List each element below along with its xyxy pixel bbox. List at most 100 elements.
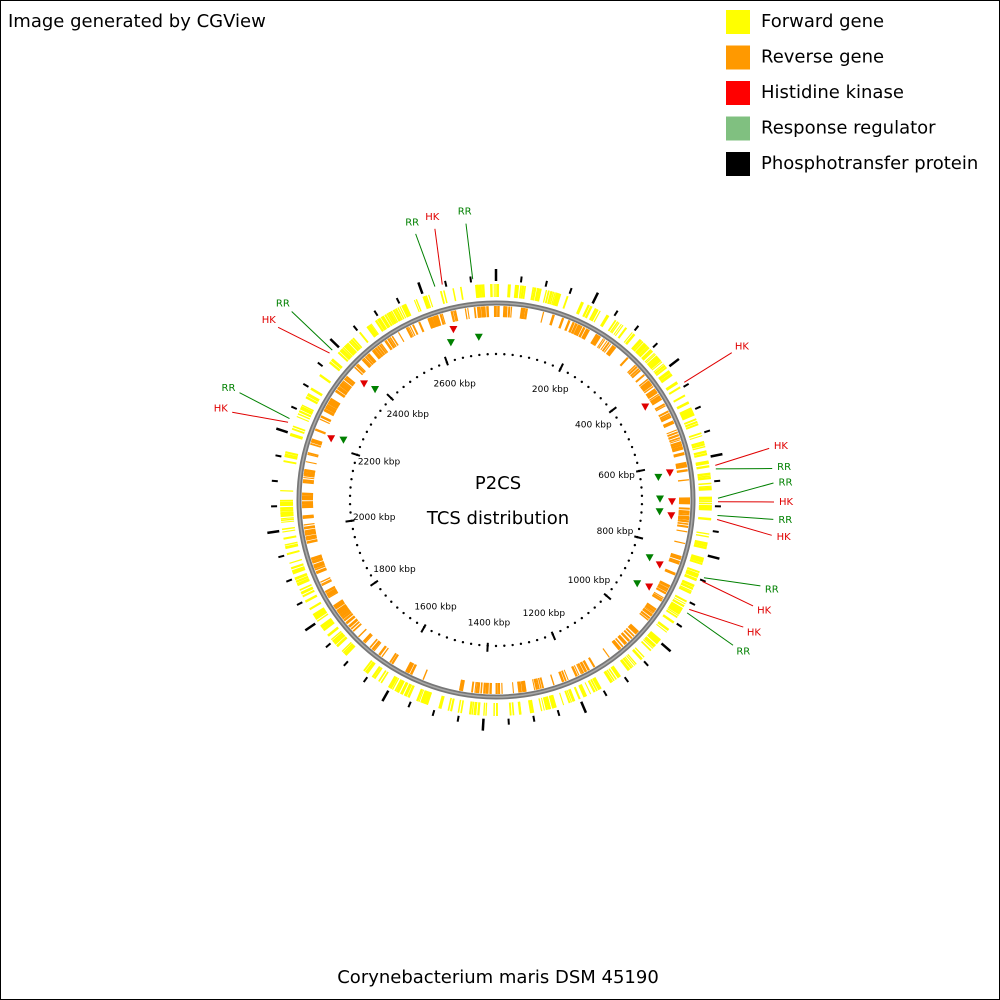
forward-gene <box>690 557 704 563</box>
forward-gene <box>665 381 679 391</box>
forward-gene <box>695 461 709 467</box>
legend-swatch <box>726 45 750 70</box>
outer-tick <box>710 452 723 458</box>
feature-marker <box>645 583 654 591</box>
forward-gene <box>281 520 295 523</box>
forward-gene <box>697 475 711 479</box>
forward-gene <box>698 516 712 520</box>
reverse-gene <box>304 468 316 473</box>
reverse-gene <box>406 327 413 338</box>
tick-label: 400 kbp <box>575 420 612 430</box>
reverse-gene <box>343 612 354 622</box>
forward-gene <box>425 295 432 309</box>
forward-gene <box>450 698 455 712</box>
minor-tick <box>559 629 562 633</box>
outer-tick <box>643 660 649 667</box>
minor-tick <box>627 438 631 441</box>
reverse-gene <box>533 678 538 690</box>
forward-gene <box>298 410 312 418</box>
feature-label: RR <box>276 298 290 309</box>
forward-gene <box>566 689 573 703</box>
forward-gene <box>520 285 524 299</box>
reverse-gene <box>535 678 540 690</box>
reverse-gene <box>340 381 352 391</box>
reverse-gene <box>346 616 356 625</box>
reverse-gene <box>337 604 348 614</box>
forward-gene <box>668 386 681 395</box>
reverse-gene <box>676 468 688 474</box>
forward-gene <box>413 299 420 313</box>
forward-gene <box>587 680 596 693</box>
reverse-gene <box>644 606 654 614</box>
minor-tick <box>445 636 449 639</box>
reverse-gene <box>325 405 337 413</box>
forward-gene <box>643 639 654 649</box>
forward-gene <box>698 517 712 521</box>
outer-tick <box>431 709 436 717</box>
reverse-gene <box>549 314 555 326</box>
feature-label: HK <box>747 628 762 639</box>
tick-label: 2400 kbp <box>387 410 430 420</box>
forward-gene <box>330 630 342 641</box>
forward-gene <box>299 583 312 591</box>
forward-gene <box>696 531 710 535</box>
forward-gene <box>638 345 649 357</box>
forward-gene <box>359 331 369 344</box>
reverse-gene <box>302 514 314 518</box>
reverse-gene <box>603 343 612 353</box>
reverse-gene <box>459 679 463 691</box>
reverse-gene <box>677 522 689 526</box>
outer-tick <box>699 578 707 583</box>
outer-tick <box>304 622 316 632</box>
forward-gene <box>646 355 659 366</box>
reverse-gene <box>580 661 588 673</box>
forward-gene <box>403 683 412 697</box>
major-tick <box>486 642 489 652</box>
major-tick <box>550 631 557 641</box>
minor-tick <box>587 611 590 615</box>
forward-gene <box>424 691 431 705</box>
legend-label: Reverse gene <box>761 47 884 68</box>
reverse-gene <box>578 326 586 338</box>
forward-gene <box>611 322 620 334</box>
feature-label: RR <box>777 462 791 473</box>
feature-label: RR <box>458 207 472 218</box>
feature-marker <box>645 554 654 562</box>
forward-gene <box>698 486 712 490</box>
forward-gene <box>674 594 688 603</box>
reverse-gene <box>355 364 366 374</box>
reverse-gene <box>329 397 341 406</box>
forward-gene <box>304 594 318 603</box>
forward-gene <box>292 425 306 432</box>
feature-label: HK <box>214 403 229 414</box>
reverse-gene <box>642 383 653 392</box>
reverse-gene <box>371 349 381 360</box>
reverse-gene <box>314 428 326 435</box>
forward-gene <box>551 292 556 305</box>
forward-gene <box>320 617 332 627</box>
forward-gene <box>291 427 305 434</box>
forward-gene <box>534 287 540 302</box>
forward-gene <box>283 535 297 540</box>
feature-leader <box>232 411 289 423</box>
forward-gene <box>584 682 592 695</box>
forward-gene <box>452 288 457 302</box>
outer-tick <box>660 642 672 653</box>
reverse-gene <box>315 567 327 574</box>
feature-label: RR <box>222 383 236 394</box>
reverse-gene <box>537 677 542 689</box>
minor-tick <box>511 353 514 357</box>
forward-gene <box>285 543 298 548</box>
reverse-gene <box>649 395 661 404</box>
reverse-gene <box>310 440 322 446</box>
reverse-gene <box>582 660 590 671</box>
forward-gene <box>625 333 636 345</box>
reverse-gene <box>590 334 599 345</box>
forward-gene <box>692 445 706 451</box>
forward-gene <box>639 347 650 358</box>
outer-tick <box>623 676 630 683</box>
reverse-gene <box>480 306 484 318</box>
reverse-gene <box>436 314 442 326</box>
forward-gene <box>684 420 698 428</box>
minor-tick <box>358 445 362 449</box>
